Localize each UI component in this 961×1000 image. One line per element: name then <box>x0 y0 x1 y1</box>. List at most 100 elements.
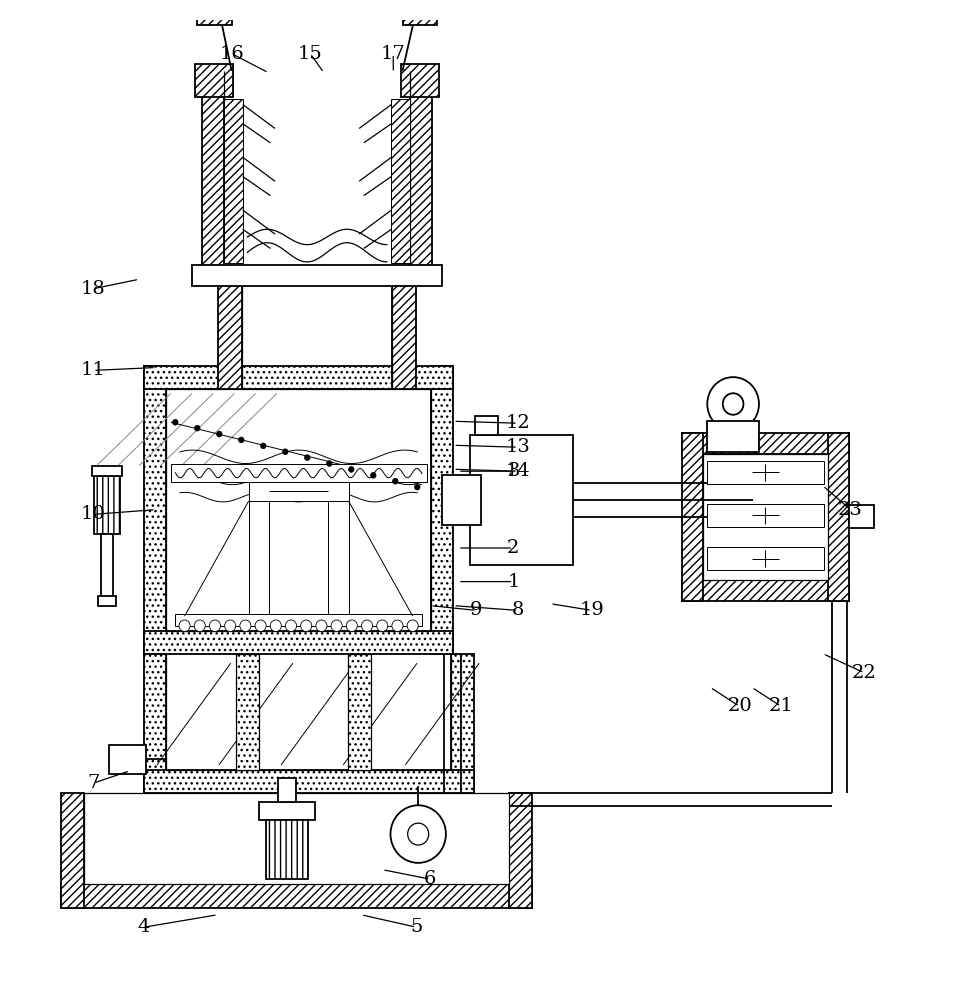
Bar <box>442 475 480 525</box>
Circle shape <box>346 620 357 632</box>
Circle shape <box>179 620 190 632</box>
Circle shape <box>348 467 354 472</box>
Circle shape <box>706 377 758 431</box>
Bar <box>259 802 314 820</box>
Text: 2: 2 <box>506 539 519 557</box>
Bar <box>236 654 259 770</box>
Circle shape <box>209 620 220 632</box>
Text: 5: 5 <box>409 918 422 936</box>
Circle shape <box>301 620 311 632</box>
Text: 4: 4 <box>137 918 150 936</box>
Bar <box>265 820 308 879</box>
Bar <box>194 64 234 97</box>
Bar <box>391 99 409 263</box>
Bar <box>144 654 166 793</box>
Bar <box>144 366 453 389</box>
Circle shape <box>238 437 244 443</box>
Bar <box>848 505 874 528</box>
Circle shape <box>305 455 309 461</box>
Text: 18: 18 <box>81 280 106 298</box>
Circle shape <box>326 461 332 466</box>
Circle shape <box>285 620 296 632</box>
Circle shape <box>361 620 372 632</box>
Bar <box>202 71 224 268</box>
Bar <box>192 265 442 286</box>
Bar <box>249 482 348 501</box>
Bar <box>144 770 473 793</box>
Text: 19: 19 <box>579 601 604 619</box>
Bar <box>170 464 426 482</box>
Text: 20: 20 <box>727 697 752 715</box>
Bar <box>706 504 823 527</box>
Text: 6: 6 <box>424 870 436 888</box>
Bar <box>328 482 348 626</box>
Bar <box>217 268 241 389</box>
Bar <box>61 884 531 908</box>
Bar <box>241 268 392 389</box>
Circle shape <box>225 620 235 632</box>
Bar <box>166 654 451 770</box>
Bar <box>706 461 823 484</box>
Text: 1: 1 <box>506 573 519 591</box>
Bar <box>61 793 84 908</box>
Text: 7: 7 <box>86 774 99 792</box>
Text: 15: 15 <box>298 45 322 63</box>
Bar <box>681 433 702 601</box>
Circle shape <box>260 443 266 449</box>
Bar <box>249 482 269 626</box>
Circle shape <box>407 620 418 632</box>
Bar <box>348 654 371 770</box>
Bar <box>109 745 146 774</box>
Text: 22: 22 <box>851 664 875 682</box>
Bar <box>431 366 453 654</box>
Bar <box>474 416 497 435</box>
Bar <box>681 433 848 454</box>
Bar <box>402 8 436 25</box>
Text: 13: 13 <box>505 438 530 456</box>
Bar <box>409 71 431 268</box>
Text: 14: 14 <box>505 462 530 480</box>
Bar <box>166 389 431 631</box>
Text: 8: 8 <box>511 601 524 619</box>
Circle shape <box>270 620 281 632</box>
Bar <box>224 99 242 263</box>
Circle shape <box>216 431 222 437</box>
Circle shape <box>370 472 376 478</box>
Text: 12: 12 <box>505 414 530 432</box>
Bar <box>681 580 848 601</box>
Text: 23: 23 <box>837 501 862 519</box>
Circle shape <box>315 620 327 632</box>
Circle shape <box>414 484 420 490</box>
Bar <box>84 793 508 884</box>
Circle shape <box>377 620 387 632</box>
Circle shape <box>194 620 205 632</box>
Circle shape <box>722 393 743 415</box>
Text: 16: 16 <box>219 45 244 63</box>
Bar <box>827 433 848 601</box>
Bar <box>392 268 416 389</box>
Bar <box>100 534 113 601</box>
Circle shape <box>390 805 446 863</box>
Bar <box>451 654 473 793</box>
Bar <box>508 793 531 908</box>
Text: 3: 3 <box>506 462 519 480</box>
Text: 17: 17 <box>381 45 406 63</box>
Circle shape <box>194 425 200 431</box>
Bar <box>98 596 116 606</box>
Bar <box>278 778 296 802</box>
Circle shape <box>283 449 287 455</box>
Circle shape <box>391 620 403 632</box>
Bar <box>224 94 409 268</box>
Bar <box>706 421 758 452</box>
Circle shape <box>172 419 178 425</box>
Bar <box>706 547 823 570</box>
Text: 11: 11 <box>81 361 106 379</box>
Bar <box>144 631 453 654</box>
Circle shape <box>392 478 398 484</box>
Circle shape <box>407 823 429 845</box>
Bar <box>197 8 232 25</box>
Bar <box>175 614 422 626</box>
Bar <box>144 366 166 654</box>
Bar <box>92 466 122 476</box>
Text: 21: 21 <box>768 697 793 715</box>
